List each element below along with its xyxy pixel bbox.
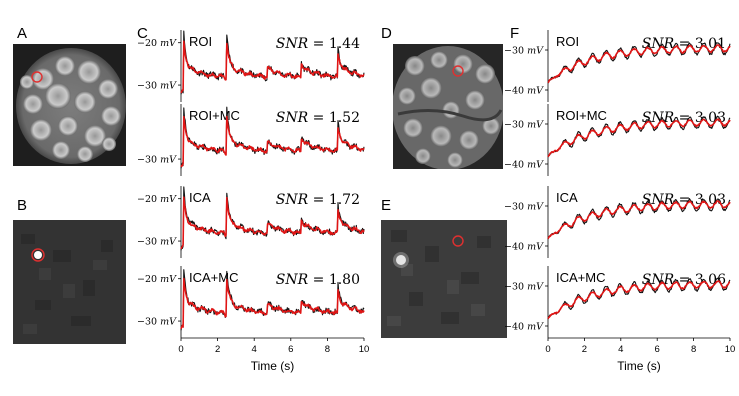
- series-red-trace: [547, 200, 731, 240]
- method-label: ROI+MC: [189, 108, 240, 123]
- series-red-trace: [180, 40, 365, 94]
- series-red-trace: [180, 196, 365, 250]
- y-tick-label: −30 mV: [504, 282, 544, 293]
- y-tick-label: −40 mV: [504, 160, 544, 171]
- x-tick-label: 4: [618, 344, 623, 355]
- x-tick-label: 10: [359, 344, 370, 355]
- subplot-c-3: ICA SNR = 1.72 −20 mV −30 mV: [137, 186, 365, 258]
- x-tick-label: 8: [691, 344, 696, 355]
- y-tick-label: −20 mV: [137, 194, 177, 205]
- x-axis-label: Time (s): [251, 359, 295, 373]
- snr-label: SNR = 1.44: [276, 36, 360, 52]
- y-tick-label: −20 mV: [137, 274, 177, 285]
- subplot-c-2: ROI+MC SNR = 1.52 −30 mV: [137, 104, 365, 176]
- panel-letter-f: F: [510, 25, 520, 42]
- y-tick-label: −30 mV: [137, 155, 177, 166]
- y-tick-label: −30 mV: [504, 202, 544, 213]
- x-tick-label: 6: [655, 344, 660, 355]
- y-tick-label: −40 mV: [504, 86, 544, 97]
- x-tick-label: 2: [582, 344, 587, 355]
- micrograph-e: [381, 220, 507, 338]
- y-tick-label: −20 mV: [137, 38, 177, 49]
- method-label: ROI+MC: [556, 108, 607, 123]
- panel-letter-e: E: [381, 197, 392, 214]
- x-tick-label: 0: [545, 344, 550, 355]
- series-red-trace: [547, 280, 731, 320]
- snr-label: SNR = 1.52: [276, 110, 360, 126]
- panel-letter-a: A: [17, 25, 28, 42]
- snr-label: SNR = 1.80: [276, 272, 360, 288]
- subplot-f-3: ICA SNR = 3.03−30 mV−40 mV: [504, 186, 731, 258]
- method-label: ICA+MC: [189, 270, 238, 285]
- subplot-f-2: ROI+MC SNR = 3.03−30 mV−40 mV: [504, 104, 731, 176]
- method-label: ICA: [189, 190, 211, 205]
- x-axis-label: Time (s): [617, 359, 661, 373]
- series-red-trace: [180, 277, 365, 330]
- snr-label: SNR = 1.72: [276, 192, 360, 208]
- subplot-c-4: ICA+MC SNR = 1.80 −20 mV −30 mV 0 2 4 6 8 10 Time …: [137, 266, 369, 373]
- method-label: ROI: [189, 34, 212, 49]
- subplot-c-1: ROI SNR = 1.44 −20 mV −30 mV: [137, 30, 365, 102]
- roi-circle-e: [452, 235, 464, 247]
- micrograph-d: [393, 44, 503, 169]
- micrograph-a: [13, 44, 126, 166]
- method-label: ROI: [556, 34, 579, 49]
- subplot-f-1: ROI SNR = 3.01−30 mV−40 mV: [504, 30, 731, 102]
- x-tick-label: 10: [725, 344, 736, 355]
- y-tick-label: −30 mV: [137, 317, 177, 328]
- panel-letter-c: C: [137, 25, 148, 42]
- series-red-trace: [547, 118, 731, 158]
- roi-circle-a: [31, 71, 43, 83]
- series-red-trace: [547, 44, 731, 84]
- method-label: ICA: [556, 190, 578, 205]
- x-tick-label: 8: [325, 344, 330, 355]
- y-tick-label: −30 mV: [137, 237, 177, 248]
- panel-letter-b: B: [17, 197, 28, 214]
- y-tick-label: −30 mV: [504, 120, 544, 131]
- micrograph-b: [13, 220, 126, 344]
- x-tick-label: 0: [178, 344, 183, 355]
- roi-circle-b: [31, 248, 45, 262]
- roi-circle-d: [452, 65, 464, 77]
- x-tick-label: 2: [215, 344, 220, 355]
- subplot-f-4: ICA+MC SNR = 3.06−30 mV−40 mV0 2 4 6 8 10Time …: [504, 266, 735, 373]
- x-tick-label: 4: [252, 344, 257, 355]
- x-tick-label: 6: [288, 344, 293, 355]
- y-tick-label: −30 mV: [504, 46, 544, 57]
- panel-letter-d: D: [381, 25, 392, 42]
- series-red-trace: [180, 115, 365, 168]
- y-tick-label: −30 mV: [137, 81, 177, 92]
- y-tick-label: −40 mV: [504, 322, 544, 333]
- y-tick-label: −40 mV: [504, 242, 544, 253]
- method-label: ICA+MC: [556, 270, 605, 285]
